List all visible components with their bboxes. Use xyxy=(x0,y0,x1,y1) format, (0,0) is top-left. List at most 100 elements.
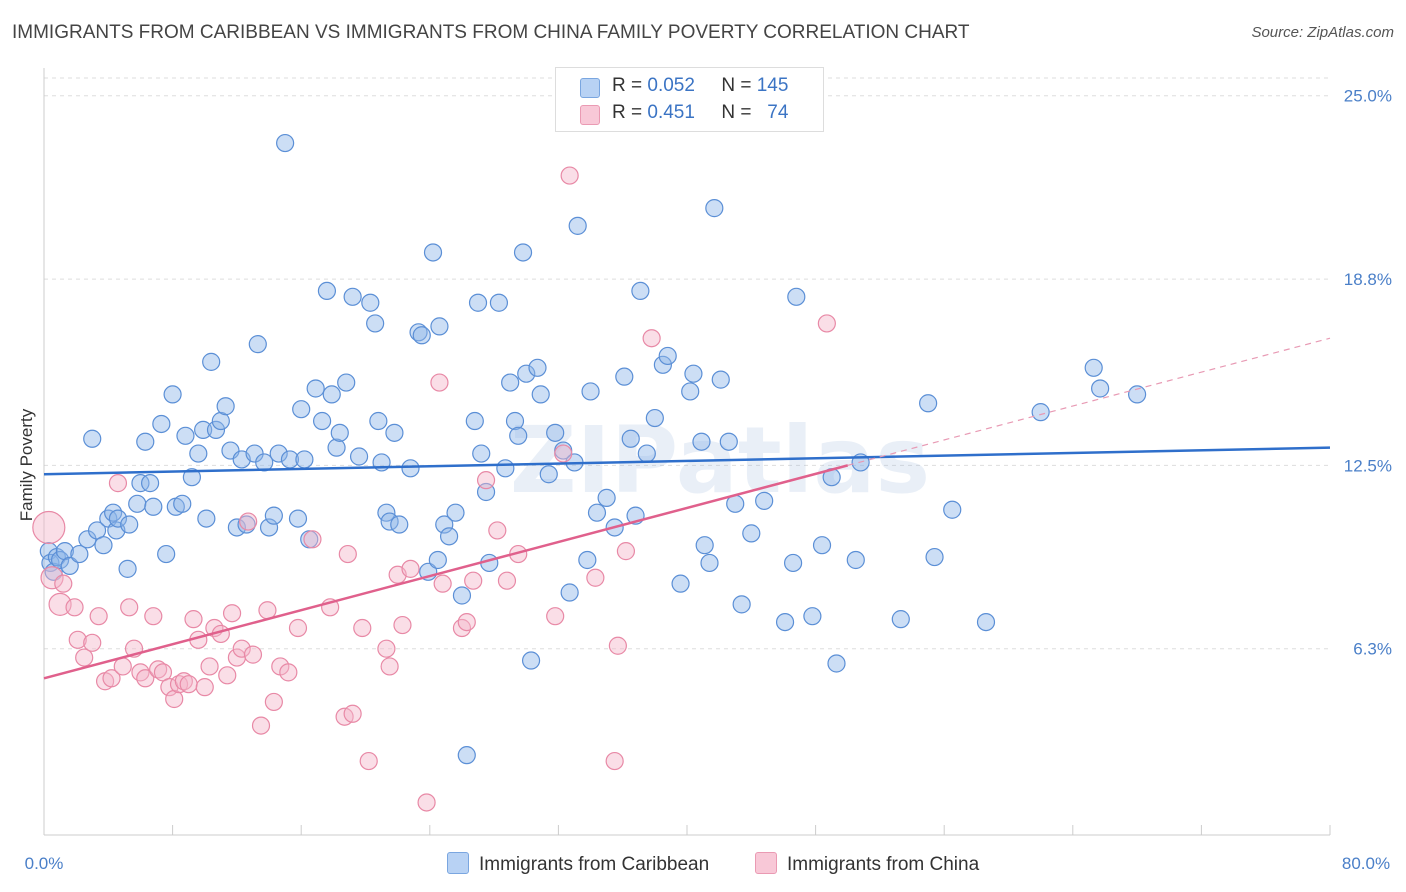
data-point xyxy=(317,281,337,301)
data-point xyxy=(194,420,213,439)
data-point xyxy=(546,607,565,626)
data-point xyxy=(919,394,938,413)
data-point xyxy=(497,571,517,590)
legend-r-value: 0.451 xyxy=(647,102,695,123)
data-point xyxy=(179,675,198,694)
source-credit: Source: ZipAtlas.com xyxy=(1251,24,1394,41)
data-point xyxy=(343,704,362,723)
data-point xyxy=(32,510,66,545)
data-point xyxy=(513,243,533,262)
legend-label-caribbean: Immigrants from Caribbean xyxy=(479,854,710,875)
data-point xyxy=(925,547,944,567)
data-point xyxy=(338,544,357,564)
data-point xyxy=(306,379,325,398)
data-point xyxy=(303,530,322,549)
data-point xyxy=(446,503,465,522)
data-point xyxy=(783,553,803,573)
data-point xyxy=(131,474,150,493)
axes xyxy=(43,68,1331,836)
data-point xyxy=(417,793,436,812)
data-point xyxy=(695,536,714,555)
data-point xyxy=(560,166,579,185)
data-point xyxy=(616,542,636,561)
data-point xyxy=(216,397,235,416)
data-point xyxy=(184,610,203,629)
data-point xyxy=(65,598,84,617)
data-point xyxy=(817,314,836,333)
data-point xyxy=(243,645,263,664)
data-point xyxy=(476,471,496,490)
data-point xyxy=(182,468,201,487)
data-point xyxy=(671,574,690,593)
data-point xyxy=(439,527,459,546)
data-point xyxy=(176,426,195,445)
trend-lines xyxy=(43,337,1331,680)
data-point xyxy=(295,450,314,469)
data-point xyxy=(393,615,412,635)
data-point xyxy=(605,751,624,771)
data-point xyxy=(239,512,258,531)
data-point xyxy=(578,550,597,570)
data-point xyxy=(684,364,703,383)
data-point xyxy=(102,669,121,688)
legend-r-value: 0.052 xyxy=(647,75,695,96)
data-point xyxy=(539,465,558,484)
data-point xyxy=(505,411,525,431)
data-point xyxy=(128,494,147,513)
data-point xyxy=(189,444,208,463)
data-point xyxy=(681,382,700,401)
data-point xyxy=(353,618,372,638)
data-point xyxy=(104,503,123,522)
legend-n-label: N = xyxy=(721,102,752,123)
data-point xyxy=(608,636,627,655)
data-point xyxy=(68,630,87,649)
trend-line xyxy=(43,446,1331,476)
data-point xyxy=(131,663,150,682)
data-point xyxy=(521,651,541,670)
legend-r-label: R = xyxy=(612,102,643,123)
data-point xyxy=(621,429,640,448)
data-point xyxy=(237,515,256,534)
data-point xyxy=(60,556,79,576)
data-point xyxy=(197,509,216,528)
data-point xyxy=(206,420,226,439)
data-point xyxy=(430,317,449,336)
data-point xyxy=(827,654,846,673)
data-point xyxy=(560,583,579,602)
legend-swatch-caribbean xyxy=(447,852,469,874)
data-point xyxy=(452,586,472,605)
data-point xyxy=(54,574,73,593)
data-point xyxy=(642,329,661,348)
data-point xyxy=(202,352,221,371)
legend-swatch-china xyxy=(755,852,777,874)
y-tick-label: 25.0% xyxy=(1344,87,1392,106)
legend-label-china: Immigrants from China xyxy=(787,854,980,875)
data-point xyxy=(433,574,452,593)
legend-n-value: 145 xyxy=(756,75,789,96)
data-point xyxy=(423,243,443,262)
gridlines xyxy=(44,77,1330,650)
legend-n-value: 74 xyxy=(767,102,789,123)
legend-swatch-china xyxy=(580,105,600,125)
data-point xyxy=(1084,358,1103,377)
data-point xyxy=(174,672,193,691)
data-point xyxy=(846,550,865,570)
data-point xyxy=(258,601,277,620)
data-point xyxy=(732,595,751,614)
data-point xyxy=(775,612,795,632)
data-point xyxy=(288,618,308,638)
data-point xyxy=(509,426,528,445)
data-point xyxy=(464,571,483,590)
data-point xyxy=(658,346,677,366)
chart-title: IMMIGRANTS FROM CARIBBEAN VS IMMIGRANTS … xyxy=(12,22,970,43)
legend-n-label: N = xyxy=(721,75,752,96)
y-tick-label: 12.5% xyxy=(1344,456,1392,475)
data-point xyxy=(742,524,761,543)
data-point xyxy=(173,494,192,513)
data-point xyxy=(169,675,189,694)
data-point xyxy=(615,367,634,386)
data-point xyxy=(812,536,832,555)
data-point xyxy=(349,447,369,466)
y-tick-label: 6.3% xyxy=(1353,640,1392,659)
data-point xyxy=(468,293,488,312)
